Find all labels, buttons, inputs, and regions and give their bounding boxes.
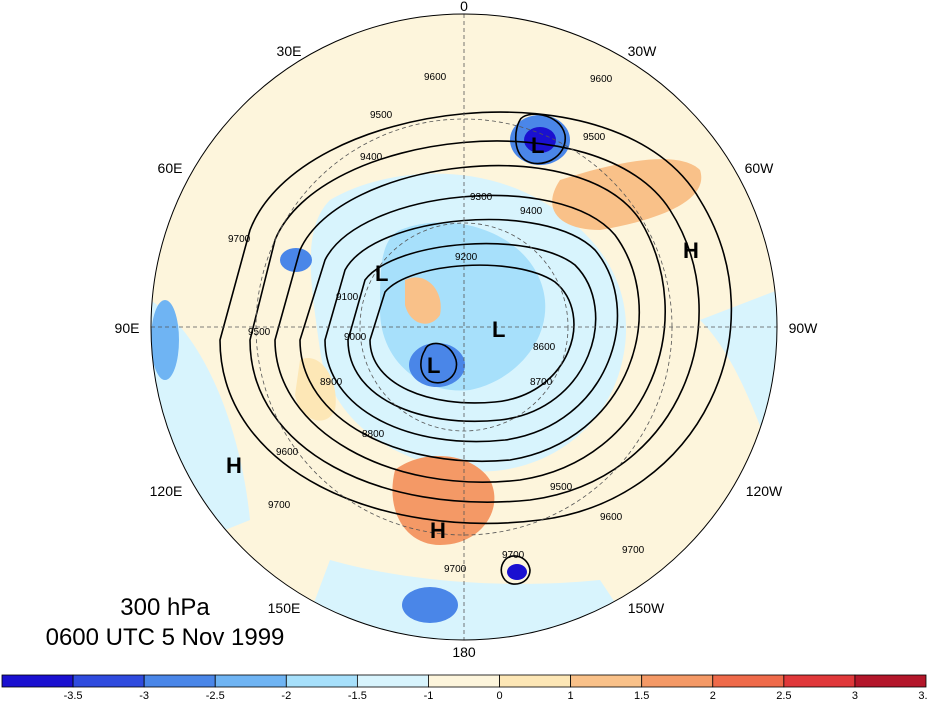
contour-label: 9600 (600, 512, 623, 523)
colorbar (1, 674, 927, 688)
shading-orange-ridge (552, 159, 702, 230)
contour-label: 9700 (228, 234, 251, 245)
lon-label-120w: 120W (746, 483, 783, 499)
colorbar-tick-label: 3.5 (918, 690, 928, 702)
lon-label-90w: 90W (789, 320, 819, 336)
contour-label: 9400 (520, 206, 543, 217)
contour-label: 8900 (320, 377, 343, 388)
contour-label: 9500 (583, 132, 606, 143)
caption-level: 300 hPa (120, 594, 210, 621)
low-center-east-siberia: L (427, 353, 440, 378)
colorbar-tick-label: 1.5 (634, 690, 650, 702)
contour-label: 8800 (362, 429, 385, 440)
low-center-atlantic: L (531, 133, 544, 158)
contour-label: 9700 (502, 550, 525, 561)
colorbar-tick-label: -1.5 (347, 690, 367, 702)
colorbar-tick-label: -3.5 (63, 690, 83, 702)
contour-label: 9100 (336, 292, 359, 303)
shading-low-west (280, 248, 312, 272)
pressure-centers: L L L L H H H (226, 133, 699, 543)
colorbar-swatch (356, 674, 429, 688)
colorbar-tick-label: -3 (139, 690, 150, 702)
lon-label-150e: 150E (268, 600, 301, 616)
colorbar-swatch (143, 674, 216, 688)
lon-label-60w: 60W (745, 160, 775, 176)
colorbar-swatch (1, 674, 74, 688)
lon-label-60e: 60E (158, 160, 183, 176)
colorbar-swatch (285, 674, 358, 688)
high-center-pacific: H (430, 518, 446, 543)
colorbar-swatch (854, 674, 927, 688)
lon-label-150w: 150W (628, 600, 665, 616)
low-center-pole: L (492, 317, 505, 342)
lon-label-30e: 30E (277, 43, 302, 59)
contour-label: 9700 (444, 564, 467, 575)
contour-label: 9600 (590, 74, 613, 85)
colorbar-tick-label: -2 (281, 690, 292, 702)
contour-label: 9500 (370, 110, 393, 121)
colorbar-swatch (499, 674, 572, 688)
colorbar-swatch (712, 674, 785, 688)
contour-label: 9600 (276, 447, 299, 458)
shading-low-atlantic-core (524, 127, 556, 153)
contour-labels: 9600 9600 9500 9500 9400 9400 9300 9200 … (228, 72, 645, 575)
colorbar-swatch (570, 674, 643, 688)
colorbar-swatch (72, 674, 145, 688)
high-center-canada: H (683, 238, 699, 263)
height-contours (219, 111, 733, 585)
contour-label: 8700 (530, 377, 553, 388)
colorbar-tick-label: 3 (851, 690, 858, 702)
colorbar-tick-label: 0 (496, 690, 503, 702)
colorbar-swatch (428, 674, 500, 688)
colorbar-swatch (641, 674, 714, 688)
contour-label: 9600 (424, 72, 447, 83)
shading-light-blue-south (300, 560, 640, 640)
colorbar-tick-label: 2 (709, 690, 716, 702)
shading-low-pacific (402, 587, 458, 623)
colorbar-swatch (214, 674, 287, 688)
caption-time: 0600 UTC 5 Nov 1999 (45, 624, 285, 651)
colorbar-swatch (783, 674, 856, 688)
lon-label-30w: 30W (628, 43, 658, 59)
map-disk: 9600 9600 9500 9500 9400 9400 9300 9200 … (151, 14, 777, 640)
colorbar-tick-label: 2.5 (776, 690, 792, 702)
longitude-labels: 0 180 30E 60E 90E 120E 150E 30W 60W 90W … (115, 0, 819, 660)
map-rim (150, 13, 778, 641)
contour-label: 9700 (268, 500, 291, 511)
contour-label: 9400 (360, 152, 383, 163)
colorbar-tick-label: -1 (423, 690, 434, 702)
contour-label: 9200 (455, 252, 478, 263)
contour-label: 9700 (622, 545, 645, 556)
lon-label-90e: 90E (115, 320, 140, 336)
contour-label: 9500 (248, 327, 271, 338)
lon-label-0: 0 (460, 0, 468, 14)
shading-light-blue-east (700, 290, 777, 470)
contour-label: 9500 (550, 482, 573, 493)
colorbar-tick-label: 1 (567, 690, 574, 702)
contour-label: 8600 (533, 342, 556, 353)
graticule (151, 14, 777, 640)
lon-label-180: 180 (452, 644, 476, 660)
contour-label: 9300 (470, 192, 493, 203)
contour-label: 9000 (344, 332, 367, 343)
shading-low-pacific2 (507, 564, 527, 580)
colorbar-tick-label: -2.5 (205, 690, 225, 702)
lon-label-120e: 120E (150, 483, 183, 499)
shading-orange-pole (405, 277, 441, 324)
low-center-siberia: L (375, 261, 388, 286)
shading-east-blue (151, 300, 179, 380)
high-center-asia: H (226, 453, 242, 478)
